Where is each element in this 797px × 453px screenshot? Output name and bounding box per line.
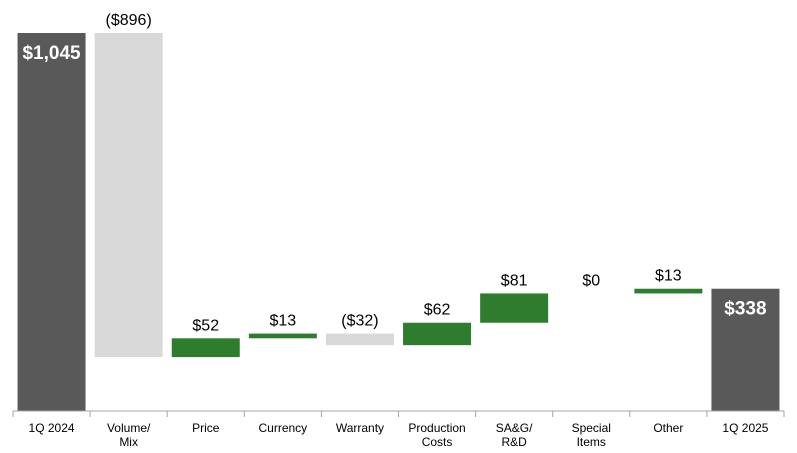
x-tick-label-1q-2025: 1Q 2025 xyxy=(722,421,768,435)
value-label-production-costs: $62 xyxy=(424,302,451,319)
x-tick-label-currency: Currency xyxy=(259,421,308,435)
x-tick-label-warranty: Warranty xyxy=(336,421,384,435)
value-label-currency: $13 xyxy=(269,313,296,330)
value-labels-layer: $1,045 ($896) $52 $13 ($32) $62 $81 $0 $13 $338 xyxy=(22,12,766,334)
x-tick-label-sa-g-r-d: SA&G/R&D xyxy=(496,421,533,449)
value-label-1q-2025: $338 xyxy=(724,299,766,320)
x-axis: 1Q 2024 Volume/Mix Price Currency Warranty Pr… xyxy=(12,410,785,449)
bars-layer xyxy=(17,33,780,411)
bar-other xyxy=(634,288,703,294)
bar-sa-g-r-d xyxy=(480,293,549,323)
value-label-special-items: $0 xyxy=(582,272,600,289)
bar-1q-2025 xyxy=(711,288,780,411)
bar-production-costs xyxy=(403,322,472,346)
bar-warranty xyxy=(325,333,394,346)
value-label-sa-g-r-d: $81 xyxy=(501,272,528,289)
value-label-volume-mix: ($896) xyxy=(106,12,152,29)
x-tick-label-price: Price xyxy=(192,421,220,435)
bar-currency xyxy=(248,333,317,339)
x-tick-label-1q-2024: 1Q 2024 xyxy=(29,421,75,435)
bar-volume-mix xyxy=(94,33,163,358)
bar-1q-2024 xyxy=(17,33,86,411)
value-label-other: $13 xyxy=(655,268,682,285)
value-label-1q-2024: $1,045 xyxy=(22,43,81,64)
x-tick-label-other: Other xyxy=(653,421,683,435)
value-label-warranty: ($32) xyxy=(341,313,378,330)
value-label-price: $52 xyxy=(192,317,219,334)
x-tick-label-production-costs: Production Costs xyxy=(408,421,465,449)
bar-price xyxy=(171,338,240,358)
x-tick-label-volume-mix: Volume/Mix xyxy=(107,421,151,449)
x-tick-label-special-items: Special Items xyxy=(572,421,611,449)
